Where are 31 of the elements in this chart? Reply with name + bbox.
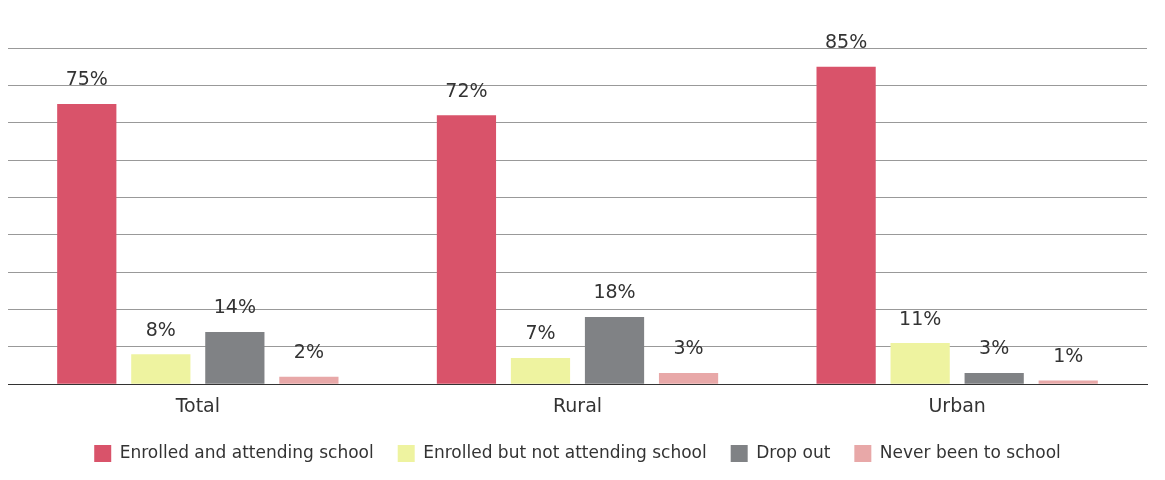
bar: [510, 358, 571, 384]
data-label: 1%: [1053, 343, 1084, 366]
data-label: 3%: [979, 336, 1010, 359]
data-label: 75%: [65, 67, 108, 90]
data-label: 72%: [445, 78, 488, 101]
bar: [57, 104, 117, 384]
x-tick-label: Urban: [928, 393, 986, 416]
bar: [816, 66, 876, 384]
x-tick-label: Rural: [552, 393, 603, 416]
bar: [436, 115, 497, 384]
data-label: 8%: [145, 317, 176, 340]
legend-label: Enrolled but not attending school: [423, 441, 707, 462]
bar: [890, 343, 950, 384]
data-label: 14%: [213, 295, 256, 318]
legend-label: Enrolled and attending school: [119, 441, 374, 462]
bar: [205, 331, 265, 384]
bar: [131, 354, 191, 384]
bar: [1038, 380, 1098, 384]
data-label: 85%: [825, 30, 868, 53]
data-label: 2%: [293, 340, 324, 363]
bar: [658, 372, 719, 384]
bar: [584, 316, 645, 384]
x-tick-label: Total: [174, 393, 221, 416]
bar: [279, 376, 339, 384]
legend-label: Never been to school: [879, 441, 1061, 462]
data-label: 3%: [673, 336, 704, 359]
bar: [964, 372, 1024, 384]
data-label: 18%: [593, 280, 636, 303]
data-label: 7%: [525, 321, 556, 344]
data-label: 11%: [899, 306, 942, 329]
legend-label: Drop out: [756, 441, 831, 462]
